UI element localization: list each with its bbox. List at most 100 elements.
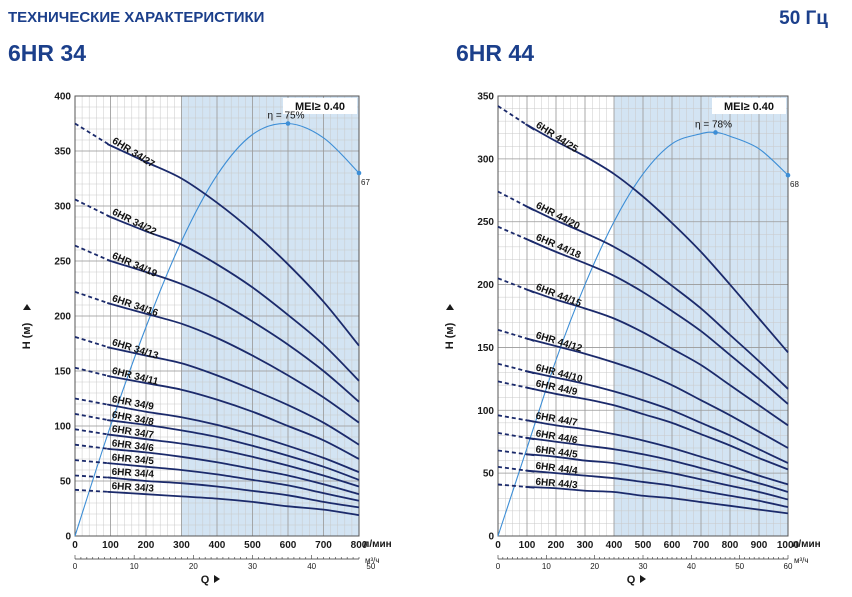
curve-label-6hr-44-20: 6HR 44/20 [534,200,582,232]
x-axis-title: Q [627,574,636,586]
curve-label-6hr-34-5: 6HR 34/5 [111,452,155,467]
curve-label-6hr-34-13: 6HR 34/13 [111,337,160,362]
curve-label-6hr-34-11: 6HR 34/11 [111,366,160,388]
x2-tick-label: 50 [366,562,375,571]
x2-tick-label: 40 [307,562,316,571]
curve-dashed-6hr-34-9 [74,397,111,406]
curve-6hr-44-9 [525,386,789,471]
x2-tick-label: 0 [496,562,501,571]
mei-box [712,98,786,114]
x-tick-label: 400 [209,540,226,551]
x2-tick-label: 30 [248,562,257,571]
curve-6hr-34-3 [106,490,360,516]
x-tick-label: 400 [606,540,623,551]
page-title: ТЕХНИЧЕСКИЕ ХАРАКТЕРИСТИКИ [8,9,265,26]
curve-6hr-34-9 [106,403,360,474]
x2-tick-label: 50 [735,562,744,571]
curve-dashed-6hr-34-13 [74,336,111,349]
efficiency-label: η = 78% [695,119,732,130]
curve-6hr-34-4 [106,476,360,509]
curve-label-6hr-44-4: 6HR 44/4 [535,461,579,477]
efficiency-label: η = 75% [268,111,305,122]
curve-6hr-34-16 [106,302,360,424]
curve-6hr-44-5 [525,453,789,501]
x-tick-label: 700 [693,540,710,551]
y-tick-label: 250 [477,217,494,228]
curve-dashed-6hr-34-7 [74,428,111,436]
y-tick-label: 100 [54,422,71,433]
curve-6hr-34-22 [106,215,360,382]
x2-tick-label: 10 [542,562,551,571]
efficiency-end-dot [785,172,791,178]
curve-dashed-6hr-34-16 [74,290,111,305]
curve-6hr-44-25 [525,123,789,354]
y-tick-label: 50 [60,477,72,488]
x-tick-label: 500 [244,540,261,551]
x-axis-title: Q [201,574,210,586]
chart-title-6hr44: 6HR 44 [456,40,534,66]
y-tick-label: 250 [54,257,71,268]
x2-tick-label: 10 [130,562,139,571]
y-tick-label: 150 [54,367,71,378]
x-tick-label: 600 [664,540,681,551]
x-tick-label: 0 [495,540,501,551]
x-axis-arrow-icon [640,575,646,583]
y-tick-label: 200 [477,280,494,291]
curve-6hr-34-5 [106,462,360,502]
curve-dashed-6hr-34-19 [74,244,111,262]
efficiency-end-dot [356,170,362,176]
curve-6hr-44-3 [525,486,789,515]
y-axis-title: H (м) [21,322,33,349]
curve-6hr-44-10 [525,370,789,464]
curve-6hr-44-6 [525,436,789,493]
chart-title-6hr34: 6HR 34 [8,40,86,66]
y-axis-arrow-icon [446,304,454,310]
y-tick-label: 0 [488,532,494,543]
x2-unit-label: м³/ч [365,556,380,565]
curve-6hr-34-13 [106,346,360,446]
x2-tick-label: 30 [639,562,648,571]
plot-frame [74,95,360,537]
curve-dashed-6hr-34-27 [74,122,111,147]
x-tick-label: 600 [280,540,297,551]
y-tick-label: 200 [54,312,71,323]
x-axis-arrow-icon [214,575,220,583]
y-tick-label: 300 [477,154,494,165]
y-tick-label: 300 [54,202,71,213]
curve-label-6hr-44-25: 6HR 44/25 [534,120,580,156]
curve-label-6hr-34-27: 6HR 34/27 [110,136,157,171]
curve-6hr-34-7 [106,433,360,488]
x-tick-label: 700 [315,540,332,551]
y-tick-label: 350 [54,147,71,158]
x-unit-label: л/мин [792,539,821,550]
efficiency-peak-dot [285,121,291,126]
y-tick-label: 400 [54,92,71,103]
efficiency-curve [74,122,360,537]
curve-label-6hr-44-5: 6HR 44/5 [535,444,579,460]
curve-label-6hr-34-6: 6HR 34/6 [111,438,155,454]
x2-tick-label: 20 [189,562,198,571]
x-tick-label: 900 [751,540,768,551]
x-tick-label: 800 [722,540,739,551]
curve-6hr-34-27 [106,143,360,347]
y-tick-label: 0 [65,532,71,543]
x2-tick-label: 0 [73,562,78,571]
x-tick-label: 300 [577,540,594,551]
curve-label-6hr-34-4: 6HR 34/4 [111,467,154,481]
curve-6hr-44-4 [525,469,789,508]
curve-6hr-34-19 [106,259,360,403]
curve-dashed-6hr-34-3 [74,488,111,493]
curve-6hr-34-8 [106,419,360,481]
x2-tick-label: 60 [784,562,793,571]
x-tick-label: 0 [72,540,78,551]
efficiency-end-label: 68 [790,180,799,189]
curve-6hr-44-12 [525,337,789,449]
efficiency-peak-dot [713,130,718,135]
x2-tick-label: 40 [687,562,696,571]
x-unit-label: л/мин [363,539,392,550]
curve-dashed-6hr-34-22 [74,198,111,218]
efficiency-end-label: 67 [361,178,370,187]
